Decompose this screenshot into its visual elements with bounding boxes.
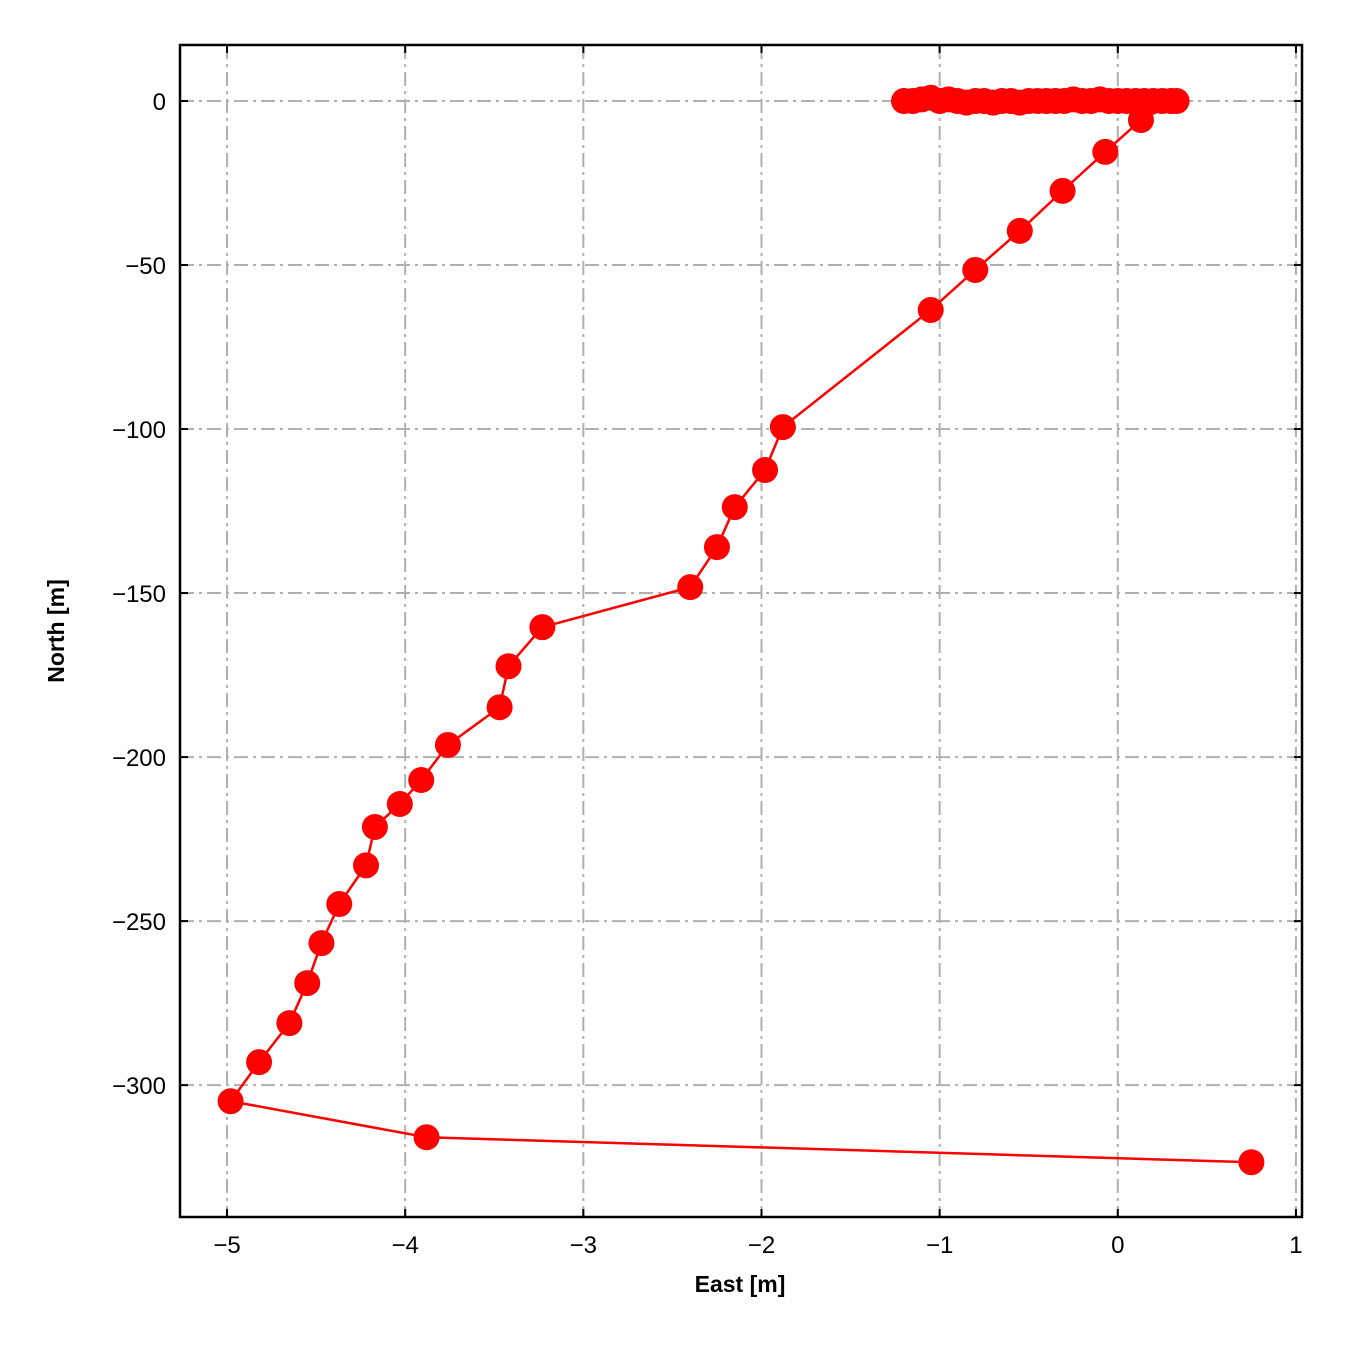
x-tick-label: −2 [748, 1232, 775, 1259]
x-tick-label: −3 [570, 1232, 597, 1259]
x-axis-label: East [m] [695, 1271, 786, 1297]
plot-frame [178, 43, 1304, 1219]
marker [386, 790, 413, 817]
marker [529, 614, 556, 641]
x-tick-label: 1 [1289, 1232, 1302, 1259]
marker [1049, 177, 1076, 204]
x-tick-label: 0 [1111, 1232, 1124, 1259]
x-tick-label: −5 [213, 1232, 240, 1259]
marker [276, 1010, 303, 1037]
marker [294, 970, 321, 997]
marker [495, 653, 522, 680]
y-tick-label: −200 [112, 745, 166, 772]
marker [352, 852, 379, 879]
marker [1238, 1149, 1265, 1176]
marker [1127, 107, 1154, 134]
y-tick-label: −150 [112, 581, 166, 608]
marker [486, 694, 513, 721]
marker [408, 767, 435, 794]
y-axis-label: North [m] [43, 579, 69, 682]
line [228, 96, 1252, 1164]
marker [962, 256, 989, 283]
y-tick-label: −300 [112, 1073, 166, 1100]
marker [413, 1124, 440, 1151]
marker [308, 930, 335, 957]
x-tick-label: −4 [391, 1232, 418, 1259]
marker [434, 731, 461, 758]
y-tick-label: 0 [153, 89, 166, 116]
marker [361, 813, 388, 840]
marker [246, 1049, 273, 1076]
marker [326, 891, 353, 918]
marker [1092, 138, 1119, 165]
marker [721, 494, 748, 521]
marker [752, 457, 779, 484]
y-tick-label: −50 [125, 253, 166, 280]
marker [677, 574, 704, 601]
marker [769, 414, 796, 441]
x-tick-label: −1 [926, 1232, 953, 1259]
marker [703, 534, 730, 561]
marker [917, 296, 944, 323]
marker [217, 1088, 244, 1115]
marker [1163, 87, 1190, 114]
marker [1006, 217, 1033, 244]
y-tick-label: −250 [112, 909, 166, 936]
y-tick-label: −100 [112, 417, 166, 444]
